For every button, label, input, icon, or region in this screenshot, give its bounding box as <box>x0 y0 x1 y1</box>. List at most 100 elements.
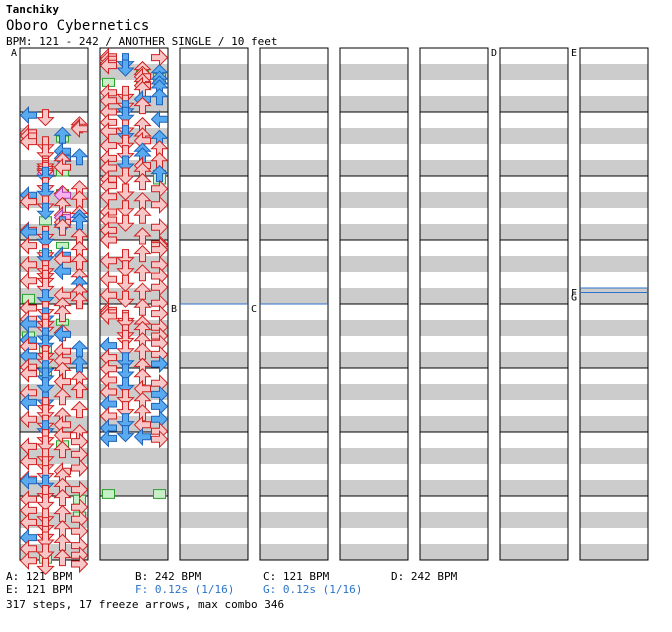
beat-band <box>260 112 328 128</box>
beat-band <box>180 176 248 192</box>
beat-band <box>180 160 248 176</box>
beat-band <box>260 224 328 240</box>
beat-band <box>500 160 568 176</box>
step-arrow-down <box>116 389 135 407</box>
step-arrow-left <box>19 132 37 151</box>
step-arrow-down <box>36 289 55 307</box>
beat-band <box>580 336 648 352</box>
step-arrow-down <box>36 367 55 385</box>
legend-f: F: 0.12s (1/16) <box>135 583 235 596</box>
beat-band <box>580 144 648 160</box>
step-arrow-left <box>19 452 37 471</box>
step-arrow-right <box>71 458 89 478</box>
beat-band <box>500 544 568 560</box>
freeze-arrow <box>102 489 115 499</box>
beat-band <box>580 496 648 512</box>
step-arrow-left <box>99 230 117 250</box>
beat-band <box>260 48 328 64</box>
beat-band <box>260 144 328 160</box>
beat-band <box>180 192 248 208</box>
step-arrow-down <box>36 465 55 483</box>
beat-band <box>180 48 248 64</box>
beat-band <box>580 112 648 128</box>
step-arrow-down <box>116 425 135 443</box>
beat-band <box>180 288 248 304</box>
beat-band <box>420 544 488 560</box>
beat-band <box>420 304 488 320</box>
beat-band <box>500 512 568 528</box>
step-arrow-down <box>36 318 55 336</box>
beat-band <box>340 304 408 320</box>
beat-band <box>100 496 168 512</box>
beat-band <box>580 528 648 544</box>
beat-band <box>500 192 568 208</box>
beat-band <box>420 112 488 128</box>
beat-band <box>580 272 648 288</box>
beat-band <box>580 400 648 416</box>
beat-band <box>340 352 408 368</box>
beat-band <box>260 368 328 384</box>
column-border <box>579 47 649 561</box>
beat-band <box>580 352 648 368</box>
legend-d: D: 242 BPM <box>391 570 458 583</box>
chart-column-6 <box>419 47 489 561</box>
beat-band <box>180 448 248 464</box>
column-border <box>419 47 489 561</box>
beat-band <box>580 240 648 256</box>
beat-band <box>260 272 328 288</box>
beat-band <box>100 512 168 528</box>
song-author: Tanchiky <box>6 3 59 16</box>
marker-label: D <box>491 48 497 59</box>
beat-band <box>260 480 328 496</box>
step-arrow-down <box>36 474 55 492</box>
beat-band <box>180 80 248 96</box>
beat-band <box>260 288 328 304</box>
beat-band <box>260 208 328 224</box>
beat-band <box>100 528 168 544</box>
beat-band <box>420 240 488 256</box>
beat-band <box>340 432 408 448</box>
beat-band <box>500 304 568 320</box>
beat-band <box>340 288 408 304</box>
beat-band <box>180 400 248 416</box>
beat-band <box>260 96 328 112</box>
bpm-difficulty-line: BPM: 121 - 242 / ANOTHER SINGLE / 10 fee… <box>6 35 278 48</box>
beat-band <box>180 208 248 224</box>
step-arrow-down <box>36 420 55 438</box>
beat-band <box>340 112 408 128</box>
step-arrow-down <box>36 166 55 184</box>
step-arrow-down <box>116 401 135 419</box>
beat-band <box>420 432 488 448</box>
step-arrow-left <box>19 255 37 275</box>
column-border <box>339 47 409 561</box>
step-arrow-up <box>53 548 72 567</box>
step-arrow-down <box>36 202 55 220</box>
marker-label: C <box>251 304 257 315</box>
step-arrow-down <box>36 508 55 526</box>
beat-band <box>260 416 328 432</box>
beat-band <box>180 512 248 528</box>
beat-band <box>260 192 328 208</box>
marker-label: G <box>571 292 577 303</box>
step-arrow-down <box>36 109 55 127</box>
step-arrow-down <box>36 493 55 512</box>
beat-band <box>340 176 408 192</box>
step-arrow-up <box>70 380 89 399</box>
step-arrow-left <box>19 551 37 571</box>
chart-column-3 <box>179 47 249 561</box>
beat-band <box>500 400 568 416</box>
beat-band <box>260 336 328 352</box>
step-arrow-down <box>36 531 55 549</box>
beat-band <box>500 224 568 240</box>
beat-band <box>580 208 648 224</box>
beat-band <box>420 528 488 544</box>
beat-band <box>260 384 328 400</box>
beat-band <box>340 544 408 560</box>
beat-band <box>580 176 648 192</box>
beat-band <box>260 528 328 544</box>
step-arrow-down <box>36 485 55 503</box>
beat-band <box>180 112 248 128</box>
beat-band <box>420 192 488 208</box>
beat-band <box>180 352 248 368</box>
beat-band <box>340 464 408 480</box>
